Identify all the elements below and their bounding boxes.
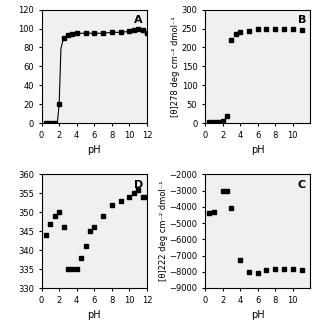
Y-axis label: [θ]222 deg cm⁻² dmol⁻¹: [θ]222 deg cm⁻² dmol⁻¹ — [159, 181, 168, 281]
Text: A: A — [134, 15, 143, 25]
Text: D: D — [134, 180, 144, 190]
X-axis label: pH: pH — [87, 310, 101, 320]
Text: B: B — [298, 15, 306, 25]
X-axis label: pH: pH — [87, 145, 101, 156]
Text: C: C — [298, 180, 306, 190]
X-axis label: pH: pH — [251, 145, 265, 156]
Y-axis label: [θ]278 deg cm⁻² dmol⁻¹: [θ]278 deg cm⁻² dmol⁻¹ — [171, 16, 180, 117]
X-axis label: pH: pH — [251, 310, 265, 320]
